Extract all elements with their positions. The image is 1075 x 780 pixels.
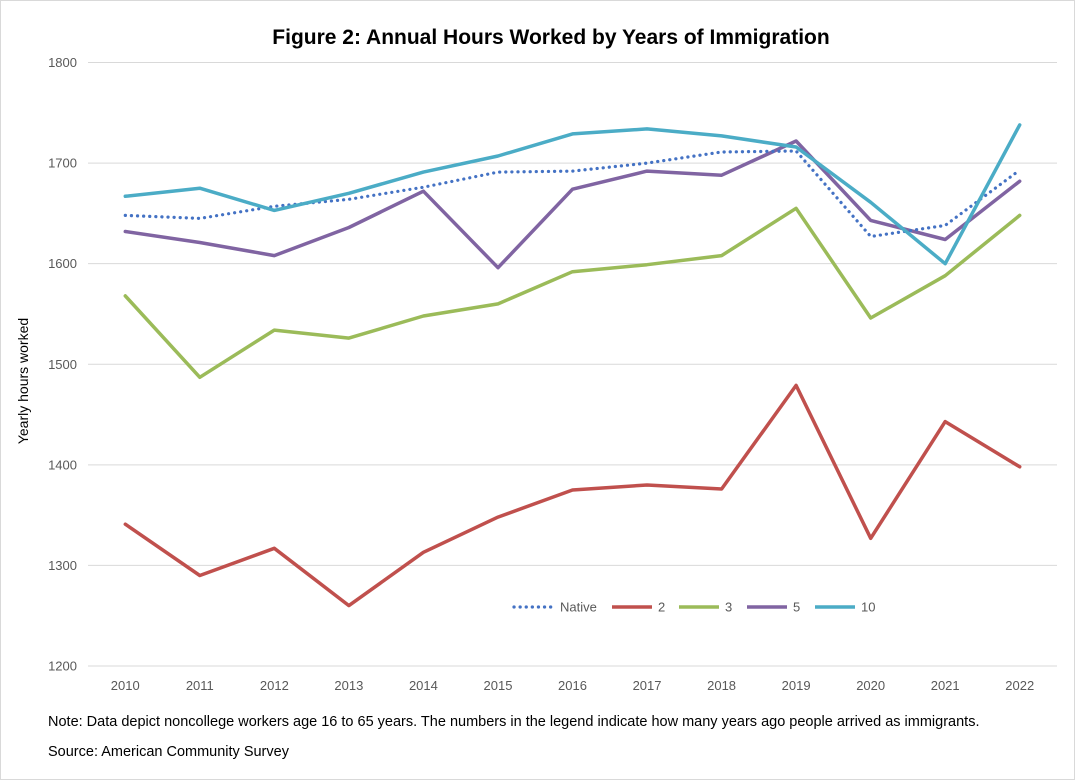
legend-item-5: 5	[747, 600, 800, 615]
legend-item-2: 2	[612, 600, 665, 615]
x-tick-label: 2018	[707, 678, 736, 693]
x-tick-label: 2022	[1005, 678, 1034, 693]
y-tick-label: 1500	[48, 357, 77, 372]
legend-label: 3	[725, 600, 732, 615]
y-tick-label: 1600	[48, 256, 77, 271]
source-note: Source: American Community Survey	[48, 744, 289, 760]
series-line-native	[123, 149, 1022, 239]
series-lines	[123, 123, 1022, 608]
gridlines	[88, 62, 1057, 667]
y-axis-title: Yearly hours worked	[15, 318, 31, 444]
legend: Native 2 3 5 10	[512, 600, 875, 615]
legend-label: Native	[560, 600, 597, 615]
series-line-10	[123, 123, 1022, 266]
x-tick-label: 2015	[484, 678, 513, 693]
y-tick-label: 1800	[48, 55, 77, 70]
x-tick-label: 2013	[334, 678, 363, 693]
chart-title: Figure 2: Annual Hours Worked by Years o…	[272, 26, 829, 49]
y-tick-label: 1400	[48, 457, 77, 472]
x-axis-ticks: 2010 2011 2012 2013 2014 2015 2016 2017 2018 2019…	[111, 678, 1034, 693]
legend-item-native: Native	[512, 600, 597, 615]
y-tick-label: 1200	[48, 659, 77, 674]
x-tick-label: 2014	[409, 678, 438, 693]
x-tick-label: 2021	[931, 678, 960, 693]
legend-label: 10	[861, 600, 875, 615]
legend-label: 2	[658, 600, 665, 615]
series-line-3	[123, 206, 1022, 380]
x-tick-label: 2010	[111, 678, 140, 693]
x-tick-label: 2016	[558, 678, 587, 693]
y-axis-ticks: 1200 1300 1400 1500 1600 1700 1800	[48, 55, 77, 674]
legend-label: 5	[793, 600, 800, 615]
legend-item-10: 10	[815, 600, 875, 615]
legend-item-3: 3	[679, 600, 732, 615]
x-tick-label: 2020	[856, 678, 885, 693]
series-line-5	[123, 139, 1022, 270]
series-line-2	[123, 383, 1022, 608]
x-tick-label: 2017	[633, 678, 662, 693]
x-tick-label: 2012	[260, 678, 289, 693]
y-tick-label: 1300	[48, 558, 77, 573]
x-tick-label: 2011	[186, 678, 214, 693]
y-tick-label: 1700	[48, 156, 77, 171]
x-tick-label: 2019	[782, 678, 811, 693]
footnote: Note: Data depict noncollege workers age…	[48, 714, 980, 730]
